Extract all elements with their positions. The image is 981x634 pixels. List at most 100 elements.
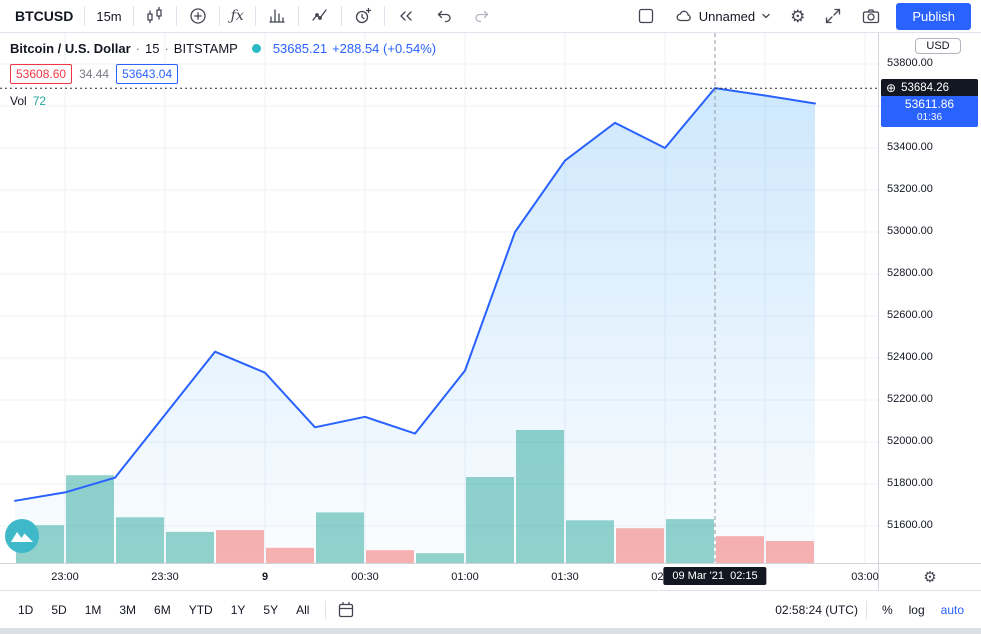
divider	[383, 6, 385, 26]
divider	[297, 6, 299, 26]
range-toolbar: 1D 5D 1M 3M 6M YTD 1Y 5Y All	[10, 598, 358, 622]
range-6m-button[interactable]: 6M	[154, 602, 171, 617]
range-all-button[interactable]: All	[296, 602, 310, 617]
range-ytd-button[interactable]: YTD	[188, 602, 213, 617]
add-alert-plus-icon[interactable]: ⊕	[886, 81, 897, 96]
time-tick-label: 01:00	[451, 571, 479, 583]
volume-bar	[416, 553, 464, 563]
compare-button[interactable]	[179, 2, 217, 30]
range-3m-button[interactable]: 3M	[119, 602, 137, 617]
time-tick-label: 01:30	[551, 571, 579, 583]
undo-arrow-icon	[434, 6, 454, 26]
divider	[254, 6, 256, 26]
volume-value: 72	[32, 94, 47, 108]
market-status-dot[interactable]	[251, 44, 261, 53]
bid-price[interactable]: 53608.60	[10, 64, 73, 84]
range-5d-button[interactable]: 5D	[51, 602, 67, 617]
symbol-button[interactable]: BTCUSD	[15, 8, 74, 24]
volume-bar	[666, 519, 714, 563]
price-line	[14, 87, 816, 502]
redo-button[interactable]	[463, 2, 501, 30]
area-fill	[15, 88, 815, 563]
save-layout-button[interactable]: Unnamed	[665, 2, 781, 30]
price-scale[interactable]: USD 53800.00 53400.00 53200.00 53000.00 5280…	[879, 33, 981, 563]
rewind-icon	[396, 6, 416, 26]
clock[interactable]: 02:58:24 (UTC)	[775, 602, 858, 617]
settings-button[interactable]: ⚙	[781, 2, 814, 30]
volume-bar	[66, 475, 114, 563]
tradingview-logo[interactable]	[4, 518, 40, 559]
time-tick-label: 23:00	[51, 571, 79, 583]
divider	[218, 6, 220, 26]
legend-row-volume: Vol 72	[10, 94, 436, 108]
crosshair-price-value: 53684.26	[901, 82, 950, 95]
layout-button[interactable]	[627, 2, 665, 30]
legend-exchange: BITSTAMP	[173, 41, 238, 56]
volume-bar	[366, 550, 414, 563]
window-bottom-strip	[0, 628, 981, 634]
time-tick-label: 23:30	[151, 571, 179, 583]
range-selector: 1D 5D 1M 3M 6M YTD 1Y 5Y All	[10, 599, 317, 621]
last-price-badge: 53611.86 01:36	[881, 95, 978, 127]
divider	[175, 6, 177, 26]
price-tick-label: 52600.00	[887, 309, 933, 321]
price-tick-label: 52000.00	[887, 435, 933, 447]
fullscreen-button[interactable]	[814, 2, 852, 30]
time-tick-label: 00:30	[351, 571, 379, 583]
log-scale-button[interactable]: log	[908, 602, 925, 617]
fx-indicators-icon: ƒx	[230, 8, 244, 24]
volume-bar	[766, 541, 814, 563]
candles-icon	[145, 6, 165, 26]
volume-bar	[566, 520, 614, 563]
financials-button[interactable]	[258, 2, 296, 30]
expand-icon	[823, 6, 843, 26]
bottom-toolbar: 1D 5D 1M 3M 6M YTD 1Y 5Y All 02:58:24 (UTC) % lo…	[0, 590, 981, 628]
divider	[132, 6, 134, 26]
alert-button[interactable]	[344, 2, 382, 30]
go-to-date-button[interactable]	[334, 598, 358, 622]
screenshot-button[interactable]	[852, 2, 890, 30]
templates-button[interactable]	[301, 2, 339, 30]
price-tick-label: 52200.00	[887, 393, 933, 405]
interval-button[interactable]: 15m	[96, 8, 122, 24]
divider	[340, 6, 342, 26]
gear-icon: ⚙	[790, 6, 806, 26]
legend: Bitcoin / U.S. Dollar · 15 · BITSTAMP 53…	[10, 41, 436, 108]
price-tick-label: 53200.00	[887, 183, 933, 195]
undo-button[interactable]	[425, 2, 463, 30]
ask-price[interactable]: 53643.04	[116, 64, 179, 84]
legend-separator: ·	[164, 41, 169, 56]
range-5y-button[interactable]: 5Y	[263, 602, 279, 617]
crosshair-time-badge: 09 Mar '21 02:15	[663, 567, 767, 585]
replay-button[interactable]	[387, 2, 425, 30]
currency-toggle[interactable]: USD	[915, 38, 961, 54]
price-tick-label: 53000.00	[887, 225, 933, 237]
publish-button[interactable]: Publish	[896, 2, 971, 30]
legend-row-main: Bitcoin / U.S. Dollar · 15 · BITSTAMP 53…	[10, 41, 436, 56]
cloud-icon	[674, 6, 694, 26]
range-1y-button[interactable]: 1Y	[230, 602, 246, 617]
scale-settings-gear-icon[interactable]: ⚙	[923, 568, 937, 586]
price-tick-label: 51800.00	[887, 477, 933, 489]
layout-square-icon	[636, 6, 656, 26]
volume-label: Vol	[10, 94, 27, 108]
bar-countdown: 01:36	[916, 111, 943, 123]
volume-bar	[716, 536, 764, 563]
percent-scale-button[interactable]: %	[881, 602, 893, 617]
plus-circle-icon	[188, 6, 208, 26]
price-tick-label: 52400.00	[887, 351, 933, 363]
trend-line-icon	[310, 6, 330, 26]
legend-separator: ·	[135, 41, 140, 56]
price-chart-svg[interactable]	[0, 33, 878, 563]
symbol-title[interactable]: Bitcoin / U.S. Dollar	[10, 41, 131, 56]
chevron-down-icon	[760, 10, 772, 22]
chart-style-button[interactable]	[136, 2, 174, 30]
indicators-button[interactable]: ƒx	[222, 2, 253, 30]
range-1m-button[interactable]: 1M	[84, 602, 102, 617]
auto-scale-button[interactable]: auto	[940, 602, 964, 617]
layout-name: Unnamed	[698, 8, 756, 24]
chart-content: Bitcoin / U.S. Dollar · 15 · BITSTAMP 53…	[0, 33, 981, 590]
chart-pane[interactable]: Bitcoin / U.S. Dollar · 15 · BITSTAMP 53…	[0, 33, 878, 563]
range-1d-button[interactable]: 1D	[18, 602, 34, 617]
